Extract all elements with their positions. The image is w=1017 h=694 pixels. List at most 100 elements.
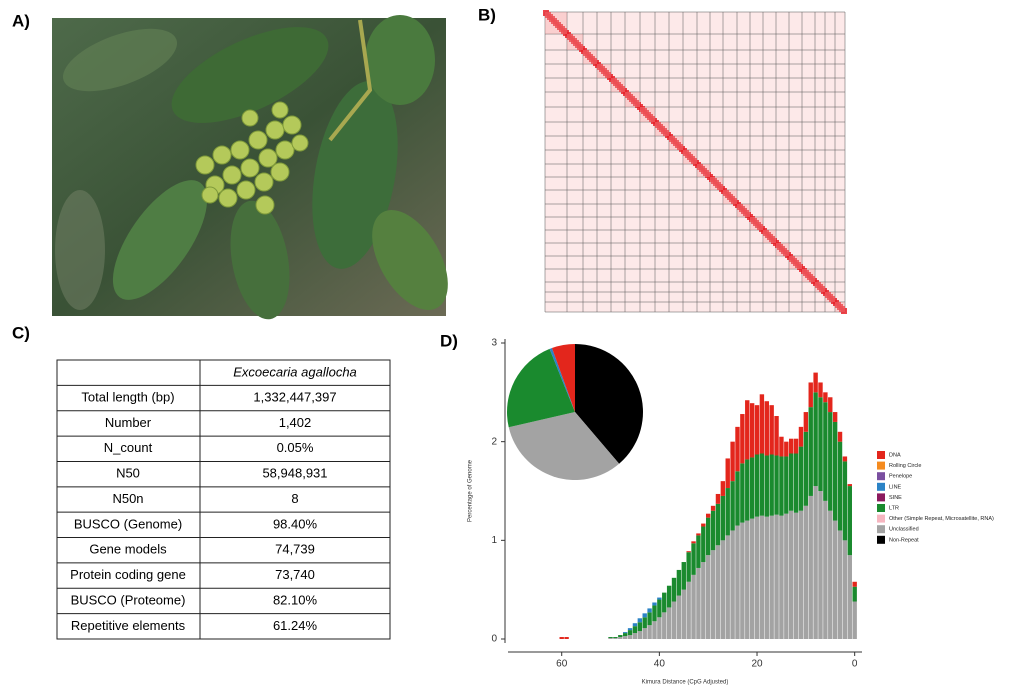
- bar-segment: [769, 516, 773, 639]
- bar-segment: [721, 481, 725, 496]
- row-value: 58,948,931: [262, 466, 327, 481]
- bar-segment: [618, 635, 622, 637]
- row-value: 8: [291, 491, 298, 506]
- bar-segment: [716, 504, 720, 545]
- legend-label: Unclassified: [889, 527, 919, 533]
- bar-segment: [779, 516, 783, 639]
- legend-label: LTR: [889, 505, 899, 511]
- bar-segment: [652, 621, 656, 639]
- bar-segment: [789, 511, 793, 639]
- bar-segment: [706, 514, 710, 518]
- row-label: Number: [105, 415, 152, 430]
- bar-segment: [686, 551, 690, 552]
- bar-segment: [613, 638, 617, 639]
- bar-segment: [662, 612, 666, 639]
- bar-segment: [804, 432, 808, 506]
- bar-segment: [623, 633, 627, 636]
- bar-segment: [564, 637, 568, 639]
- bar-segment: [672, 578, 676, 602]
- bar-segment: [633, 623, 637, 626]
- bar-segment: [638, 631, 642, 639]
- bar-segment: [628, 628, 632, 630]
- bar-segment: [784, 514, 788, 639]
- bar-segment: [652, 605, 656, 621]
- bar-segment: [809, 382, 813, 407]
- bar-segment: [809, 496, 813, 639]
- panel-label: B): [478, 5, 496, 24]
- bar-segment: [740, 523, 744, 639]
- bar-segment: [843, 461, 847, 540]
- legend-label: Non-Repeat: [889, 537, 919, 543]
- bar-segment: [769, 405, 773, 454]
- bar-segment: [633, 626, 637, 633]
- legend-swatch: [877, 483, 885, 491]
- row-value: 61.24%: [273, 618, 318, 633]
- bar-segment: [657, 617, 661, 639]
- bar-segment: [794, 454, 798, 513]
- bar-segment: [843, 540, 847, 639]
- hic-block: [835, 302, 845, 312]
- bar-segment: [682, 562, 686, 590]
- bar-segment: [716, 545, 720, 639]
- bar-segment: [843, 456, 847, 461]
- bar-segment: [833, 521, 837, 639]
- bar-segment: [809, 407, 813, 496]
- bar-segment: [833, 422, 837, 521]
- bar-segment: [774, 515, 778, 639]
- photo: [52, 7, 463, 324]
- bar-segment: [647, 612, 651, 625]
- bar-segment: [838, 442, 842, 531]
- bar-segment: [643, 613, 647, 617]
- bar-segment: [828, 511, 832, 639]
- legend-label: LINE: [889, 484, 902, 490]
- y-tick-label: 3: [491, 338, 497, 349]
- bar-segment: [667, 607, 671, 639]
- legend-swatch: [877, 493, 885, 501]
- bar-segment: [818, 382, 822, 397]
- bar-segment: [623, 636, 627, 639]
- bar-segment: [647, 625, 651, 639]
- bar-segment: [730, 442, 734, 481]
- bar-segment: [750, 403, 754, 457]
- row-value: 73,740: [275, 567, 315, 582]
- hic-block: [697, 164, 710, 177]
- y-tick-label: 0: [491, 634, 497, 645]
- hic-block: [625, 92, 640, 107]
- row-label: N_count: [104, 440, 153, 455]
- bar-segment: [608, 637, 612, 638]
- bar-segment: [686, 552, 690, 582]
- bar-segment: [726, 488, 730, 535]
- bar-segment: [828, 397, 832, 412]
- bar-segment: [848, 555, 852, 639]
- hic-block: [583, 50, 597, 64]
- x-tick-label: 20: [751, 659, 763, 670]
- bar-segment: [794, 513, 798, 639]
- bar-segment: [726, 535, 730, 639]
- legend-label: Other (Simple Repeat, Microsatellite, RN…: [889, 516, 994, 522]
- bar-segment: [813, 486, 817, 639]
- legend-swatch: [877, 472, 885, 480]
- bar-segment: [628, 635, 632, 639]
- bar-segment: [643, 628, 647, 639]
- hic-block: [655, 122, 669, 136]
- hic-block: [763, 230, 776, 243]
- bar-segment: [696, 533, 700, 535]
- bar-segment: [608, 638, 612, 639]
- row-label: N50: [116, 466, 140, 481]
- hi-c-map: [543, 10, 847, 314]
- bar-segment: [643, 617, 647, 628]
- bar-segment: [623, 632, 627, 633]
- bar-segment: [721, 496, 725, 540]
- bar-segment: [711, 550, 715, 639]
- panel-label: A): [12, 11, 30, 30]
- bar-segment: [838, 530, 842, 639]
- bar-segment: [647, 608, 651, 612]
- hic-block: [710, 177, 723, 190]
- bar-segment: [686, 582, 690, 639]
- hic-block: [825, 292, 835, 302]
- bar-segment: [701, 527, 705, 563]
- bar-segment: [765, 517, 769, 639]
- row-label: N50n: [112, 491, 143, 506]
- bar-segment: [760, 454, 764, 516]
- row-label: Protein coding gene: [70, 567, 186, 582]
